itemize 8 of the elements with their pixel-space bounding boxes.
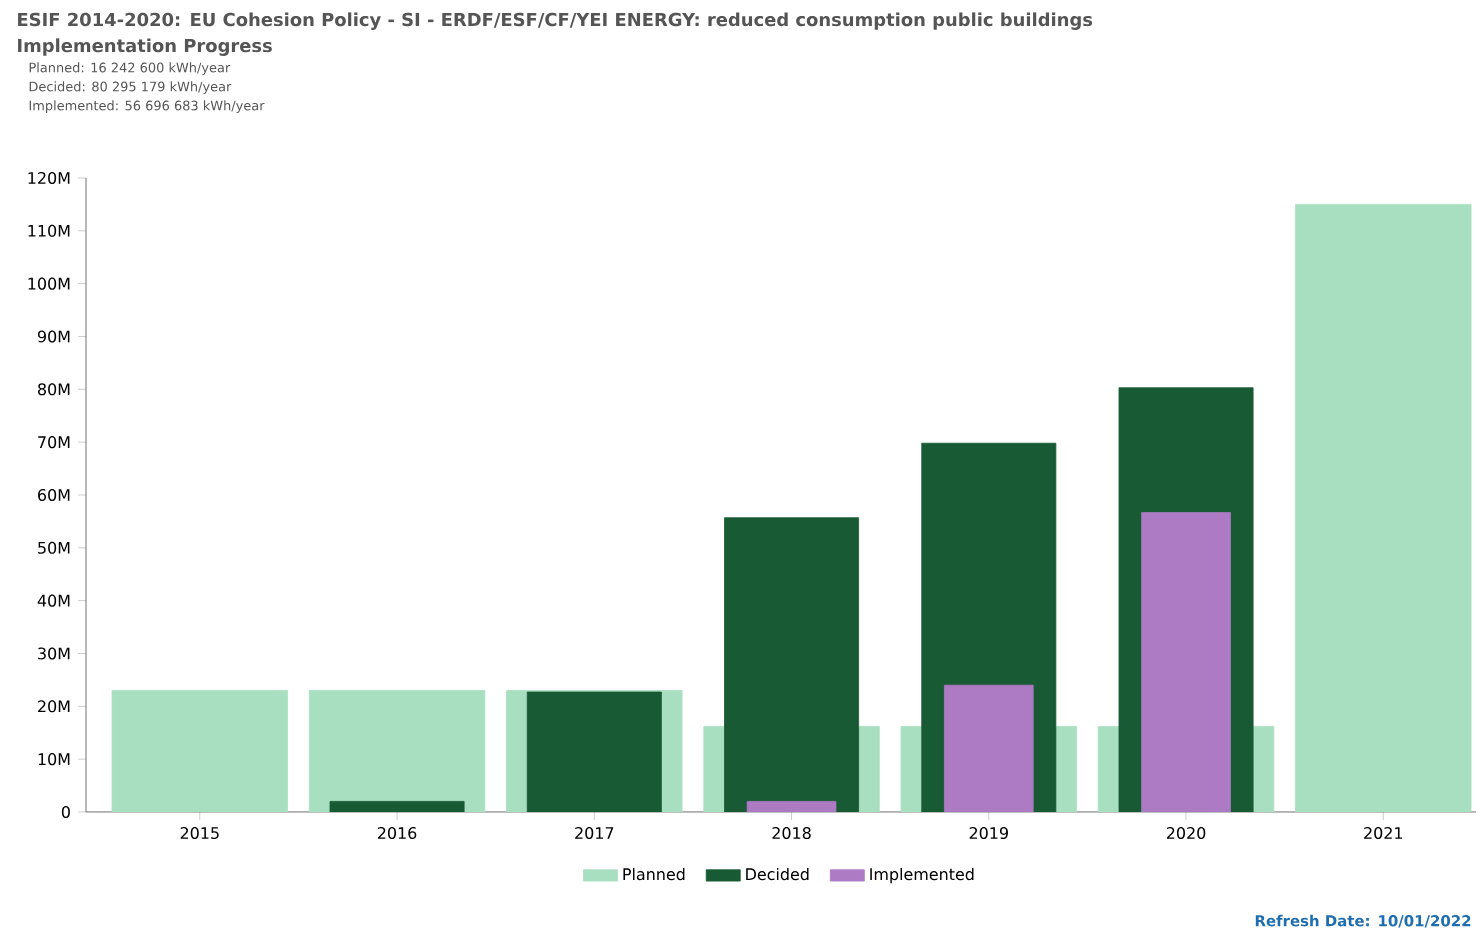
bar <box>724 517 860 812</box>
bar <box>1141 512 1231 812</box>
bar <box>746 801 837 812</box>
bar <box>944 684 1034 812</box>
bar <box>526 691 662 812</box>
bar <box>329 801 465 812</box>
chart-subtitle: Implementation Progress <box>18 38 272 56</box>
chart-title: ESIF 2014-2020: EU Cohesion Policy - SI - ERDF/ESF/CF/YEI ENERGY: reduced consumption public buildings <box>18 12 1093 30</box>
